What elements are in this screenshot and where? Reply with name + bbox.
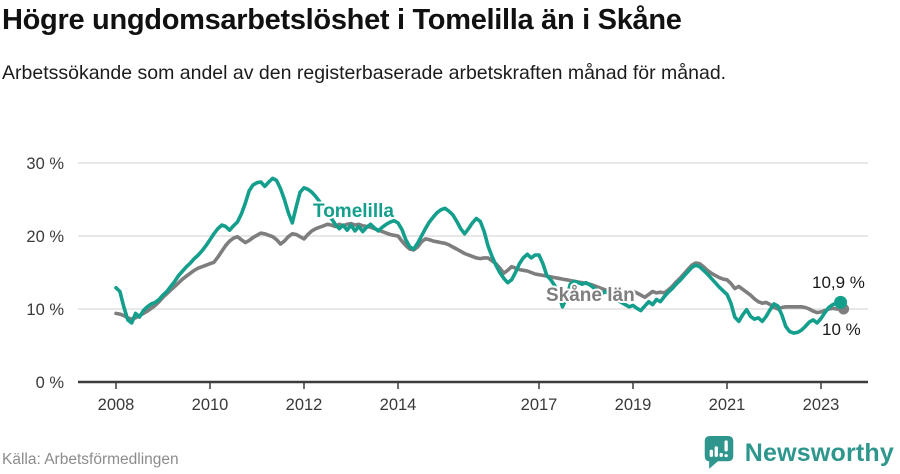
- y-tick-label: 30 %: [26, 155, 64, 173]
- newsworthy-brand: Newsworthy: [704, 436, 894, 470]
- end-value-label-tomelilla: 10,9 %: [812, 273, 865, 292]
- end-value-label-skane: 10 %: [822, 320, 861, 339]
- y-tick-label: 10 %: [26, 301, 64, 319]
- bar-chart-speech-bubble-icon: [704, 436, 733, 469]
- source-note: Källa: Arbetsförmedlingen: [2, 451, 179, 468]
- x-tick-label: 2019: [615, 396, 652, 414]
- x-tick-label: 2014: [380, 396, 417, 414]
- x-tick-label: 2012: [286, 396, 323, 414]
- x-tick-label: 2017: [521, 396, 558, 414]
- x-tick-label: 2021: [709, 396, 746, 414]
- brand-name: Newsworthy: [744, 438, 894, 467]
- series-label-tomelilla: Tomelilla: [313, 201, 394, 222]
- y-tick-label: 20 %: [26, 228, 64, 246]
- series-line-tomelilla: [114, 176, 843, 335]
- y-tick-label: 0 %: [36, 374, 65, 392]
- series-end-dot-tomelilla: [834, 295, 848, 309]
- x-tick-label: 2023: [803, 396, 840, 414]
- page-title: Högre ungdomsarbetslöshet i Tomelilla än…: [2, 4, 682, 36]
- page-subtitle: Arbetssökande som andel av den registerb…: [2, 62, 727, 84]
- series-line-skane: [114, 221, 843, 322]
- series-label-skane: Skåne län: [546, 285, 635, 306]
- x-tick-label: 2010: [192, 396, 229, 414]
- x-tick-label: 2008: [98, 396, 135, 414]
- unemployment-line-chart: 0 % 10 % 20 % 30 % 2008 2010 2012 2014 2017 2019 2…: [26, 155, 868, 414]
